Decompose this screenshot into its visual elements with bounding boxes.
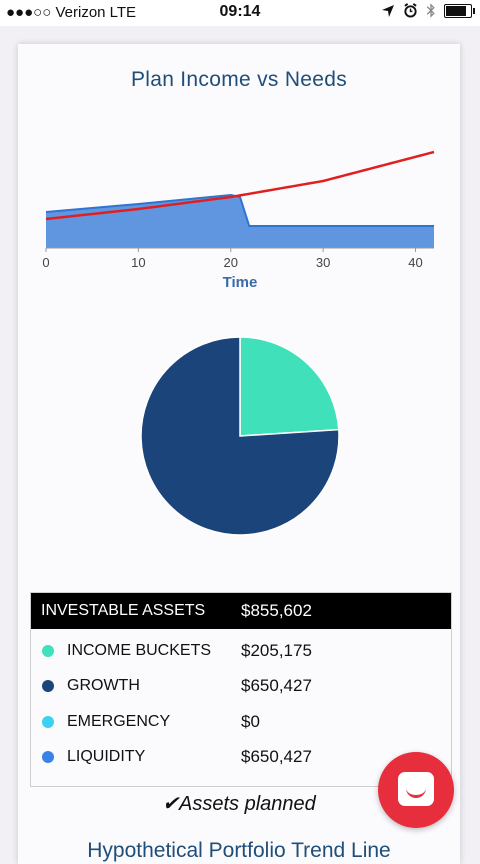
alarm-clock-icon <box>404 3 417 18</box>
needs-line <box>45 150 435 221</box>
income-needs-chart: 0 10 20 30 40 Time <box>42 150 435 291</box>
table-row: INCOME BUCKETS $205,175 <box>31 635 451 670</box>
chart-title: Plan Income vs Needs <box>130 68 348 91</box>
assets-table: INVESTABLE ASSETS $855,602 INCOME BUCKET… <box>30 592 452 787</box>
x-tick-label: 0 <box>42 255 49 270</box>
chat-bubble-icon <box>398 772 434 806</box>
row-label: LIQUIDITY <box>67 748 146 765</box>
table-header: INVESTABLE ASSETS $855,602 <box>31 593 451 629</box>
investable-assets-value: $855,602 <box>241 601 312 620</box>
pie-slice <box>239 336 340 437</box>
status-bar: ●●●○○ Verizon LTE 09:14 <box>0 0 480 26</box>
row-label: EMERGENCY <box>67 713 171 730</box>
row-value: $650,427 <box>241 676 312 695</box>
row-value: $0 <box>241 712 260 731</box>
row-value: $205,175 <box>241 641 312 660</box>
carrier-label: ●●●○○ Verizon LTE <box>6 4 137 21</box>
battery-fill <box>446 5 466 16</box>
income-line <box>45 193 434 227</box>
table-row: GROWTH $650,427 <box>31 670 451 705</box>
trend-line-section-title: Hypothetical Portfolio Trend Line <box>87 839 391 862</box>
status-icons <box>381 3 475 18</box>
table-row: LIQUIDITY $650,427 <box>31 741 451 776</box>
row-label: INCOME BUCKETS <box>67 642 212 659</box>
row-label: GROWTH <box>67 677 140 694</box>
clock: 09:14 <box>219 3 261 20</box>
legend-dot <box>42 680 54 692</box>
x-tick-label: 40 <box>408 255 422 270</box>
legend-dot <box>42 645 54 657</box>
battery-icon <box>444 3 475 18</box>
allocation-pie-chart <box>140 336 340 536</box>
pie-slice <box>140 336 340 536</box>
row-value: $650,427 <box>241 747 312 766</box>
table-row: EMERGENCY $0 <box>31 706 451 741</box>
income-area <box>46 195 434 248</box>
legend-dot <box>42 751 54 763</box>
x-tick-label: 10 <box>131 255 145 270</box>
x-tick-label: 20 <box>224 255 238 270</box>
chat-button[interactable] <box>378 752 454 828</box>
investable-assets-label: INVESTABLE ASSETS <box>41 602 206 619</box>
plan-card: Plan Income vs Needs 0 10 20 30 40 Time INVES… <box>18 44 460 864</box>
x-axis-label: Time <box>223 274 258 291</box>
assets-planned-status: ✔Assets planned <box>162 793 316 815</box>
bluetooth-icon <box>426 3 435 18</box>
legend-dot <box>42 716 54 728</box>
x-tick-label: 30 <box>316 255 330 270</box>
location-arrow-icon <box>382 4 394 17</box>
